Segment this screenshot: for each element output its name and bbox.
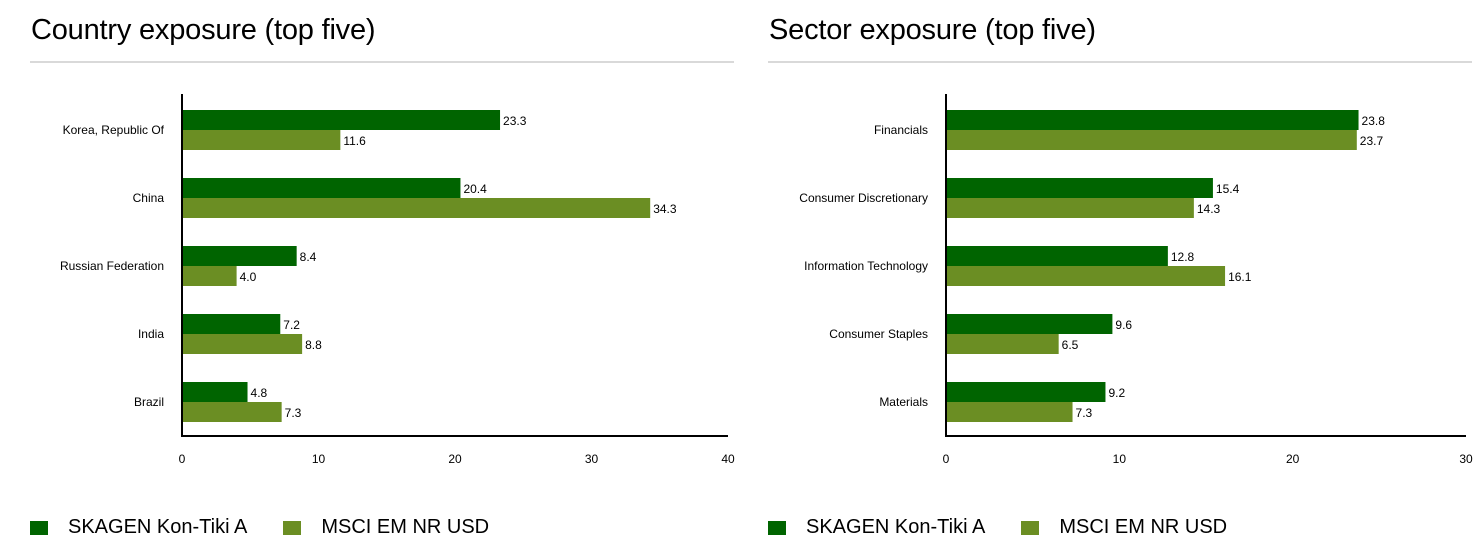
data-label: 9.2: [1108, 386, 1125, 400]
legend-label-benchmark: MSCI EM NR USD: [321, 516, 490, 538]
benchmark-bar: [182, 266, 237, 286]
benchmark-bar: [182, 130, 341, 150]
country-exposure-chart: Korea, Republic Of 23.3 11.6 China 20.4 34.3 R…: [60, 94, 735, 466]
data-label: 23.7: [1360, 134, 1384, 148]
category-label: China: [133, 191, 165, 205]
fund-bar: [182, 110, 501, 130]
category-label: Korea, Republic Of: [63, 123, 165, 137]
x-tick-label: 30: [585, 452, 599, 466]
x-tick-label: 10: [1113, 452, 1127, 466]
data-label: 4.8: [251, 386, 268, 400]
benchmark-bar: [946, 266, 1226, 286]
legend-label-fund: SKAGEN Kon-Tiki A: [68, 516, 248, 538]
country-chart-title: Country exposure (top five): [31, 14, 376, 46]
benchmark-bar: [182, 334, 303, 354]
legend-item-fund: SKAGEN Kon-Tiki A: [30, 516, 247, 539]
x-tick-label: 10: [312, 452, 326, 466]
benchmark-bar: [182, 198, 651, 218]
legend-swatch-fund: [30, 520, 48, 535]
country-exposure-panel: Country exposure (top five) Korea, Repub…: [30, 0, 740, 559]
legend-item-benchmark: MSCI EM NR USD: [1021, 516, 1227, 539]
data-label: 7.3: [285, 406, 302, 420]
x-tick-label: 0: [943, 452, 950, 466]
data-label: 23.8: [1362, 114, 1386, 128]
benchmark-bar: [946, 130, 1357, 150]
sector-title-divider: [768, 61, 1472, 63]
legend-item-benchmark: MSCI EM NR USD: [283, 516, 489, 539]
x-tick-label: 30: [1459, 452, 1473, 466]
data-label: 4.0: [240, 270, 257, 284]
sector-legend: SKAGEN Kon-Tiki A MSCI EM NR USD: [768, 516, 1263, 539]
fund-bar: [182, 178, 461, 198]
data-label: 6.5: [1062, 338, 1079, 352]
category-label: Materials: [879, 395, 928, 409]
data-label: 8.4: [300, 250, 317, 264]
fund-bar: [182, 382, 248, 402]
sector-chart-title: Sector exposure (top five): [769, 14, 1096, 46]
benchmark-bar: [946, 334, 1059, 354]
benchmark-bar: [946, 402, 1073, 422]
x-tick-label: 40: [721, 452, 735, 466]
legend-label-benchmark: MSCI EM NR USD: [1059, 516, 1228, 538]
fund-bar: [946, 110, 1359, 130]
category-label: Brazil: [134, 395, 164, 409]
benchmark-bar: [182, 402, 282, 422]
category-label: Russian Federation: [60, 259, 164, 273]
data-label: 20.4: [463, 182, 487, 196]
country-legend: SKAGEN Kon-Tiki A MSCI EM NR USD: [30, 516, 525, 539]
data-label: 15.4: [1216, 182, 1240, 196]
country-title-divider: [30, 61, 734, 63]
sector-exposure-chart: Financials 23.8 23.7 Consumer Discretionary…: [799, 94, 1473, 466]
data-label: 14.3: [1197, 202, 1221, 216]
data-label: 7.2: [283, 318, 300, 332]
legend-swatch-fund: [768, 520, 786, 535]
fund-bar: [182, 314, 281, 334]
category-label: India: [138, 327, 164, 341]
category-label: Information Technology: [804, 259, 928, 273]
legend-item-fund: SKAGEN Kon-Tiki A: [768, 516, 985, 539]
legend-swatch-benchmark: [1021, 520, 1040, 535]
fund-bar: [946, 246, 1168, 266]
x-tick-label: 20: [448, 452, 462, 466]
fund-bar: [946, 314, 1113, 334]
fund-bar: [182, 246, 297, 266]
legend-label-fund: SKAGEN Kon-Tiki A: [806, 516, 986, 538]
data-label: 9.6: [1115, 318, 1132, 332]
data-label: 8.8: [305, 338, 322, 352]
fund-bar: [946, 178, 1213, 198]
x-tick-label: 20: [1286, 452, 1300, 466]
x-tick-label: 0: [179, 452, 186, 466]
category-label: Financials: [874, 123, 928, 137]
category-label: Consumer Staples: [829, 327, 928, 341]
data-label: 34.3: [653, 202, 677, 216]
benchmark-bar: [946, 198, 1194, 218]
sector-exposure-panel: Sector exposure (top five) Financials 23.…: [768, 0, 1478, 559]
category-label: Consumer Discretionary: [799, 191, 928, 205]
data-label: 7.3: [1076, 406, 1093, 420]
data-label: 12.8: [1171, 250, 1195, 264]
fund-bar: [946, 382, 1106, 402]
data-label: 16.1: [1228, 270, 1252, 284]
data-label: 11.6: [343, 134, 366, 148]
data-label: 23.3: [503, 114, 527, 128]
legend-swatch-benchmark: [283, 520, 302, 535]
